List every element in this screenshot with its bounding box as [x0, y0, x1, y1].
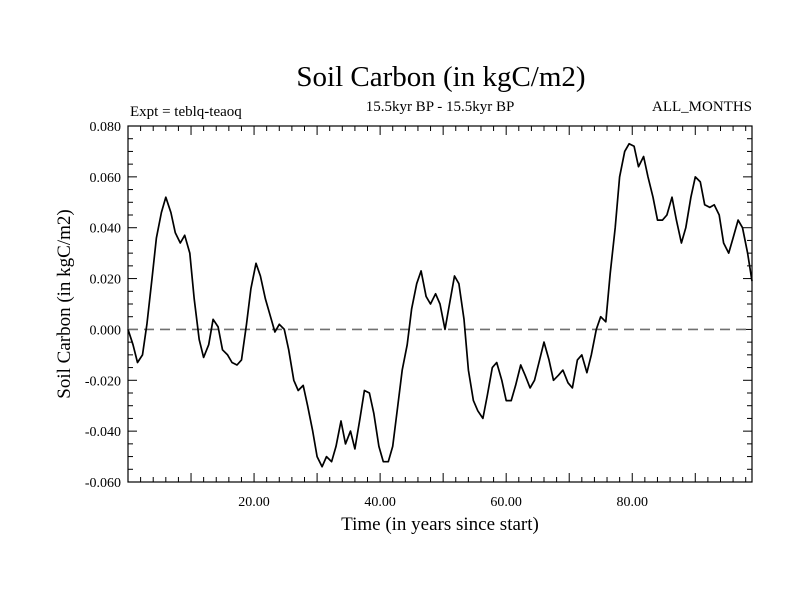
x-tick-label: 20.00: [238, 495, 270, 510]
x-tick-label: 40.00: [364, 495, 396, 510]
x-tick-label: 80.00: [616, 495, 648, 510]
y-tick-label: 0.000: [90, 323, 122, 338]
y-axis-label: Soil Carbon (in kgC/m2): [54, 209, 75, 398]
soil-carbon-series-line: [127, 142, 753, 468]
y-tick-label: 0.080: [90, 120, 122, 135]
y-tick-label: 0.060: [90, 171, 122, 186]
experiment-label: Expt = teblq-teaoq: [130, 104, 242, 120]
x-axis-ticks: 20.00 40.00 60.00 80.00: [127, 126, 747, 510]
period-label: 15.5kyr BP - 15.5kyr BP: [366, 99, 515, 115]
chart-title: Soil Carbon (in kgC/m2): [296, 61, 585, 93]
months-label: ALL_MONTHS: [652, 99, 752, 115]
y-tick-label: 0.040: [90, 222, 122, 237]
y-tick-label: 0.020: [90, 273, 122, 288]
y-tick-label: -0.060: [85, 476, 121, 491]
x-axis-label: Time (in years since start): [341, 514, 539, 535]
x-tick-label: 60.00: [490, 495, 522, 510]
y-axis-ticks: -0.060 -0.040 -0.020 0.000 0.020 0.040 0.060 0.…: [85, 120, 752, 491]
y-tick-label: -0.040: [85, 425, 121, 440]
y-tick-label: -0.020: [85, 374, 121, 389]
